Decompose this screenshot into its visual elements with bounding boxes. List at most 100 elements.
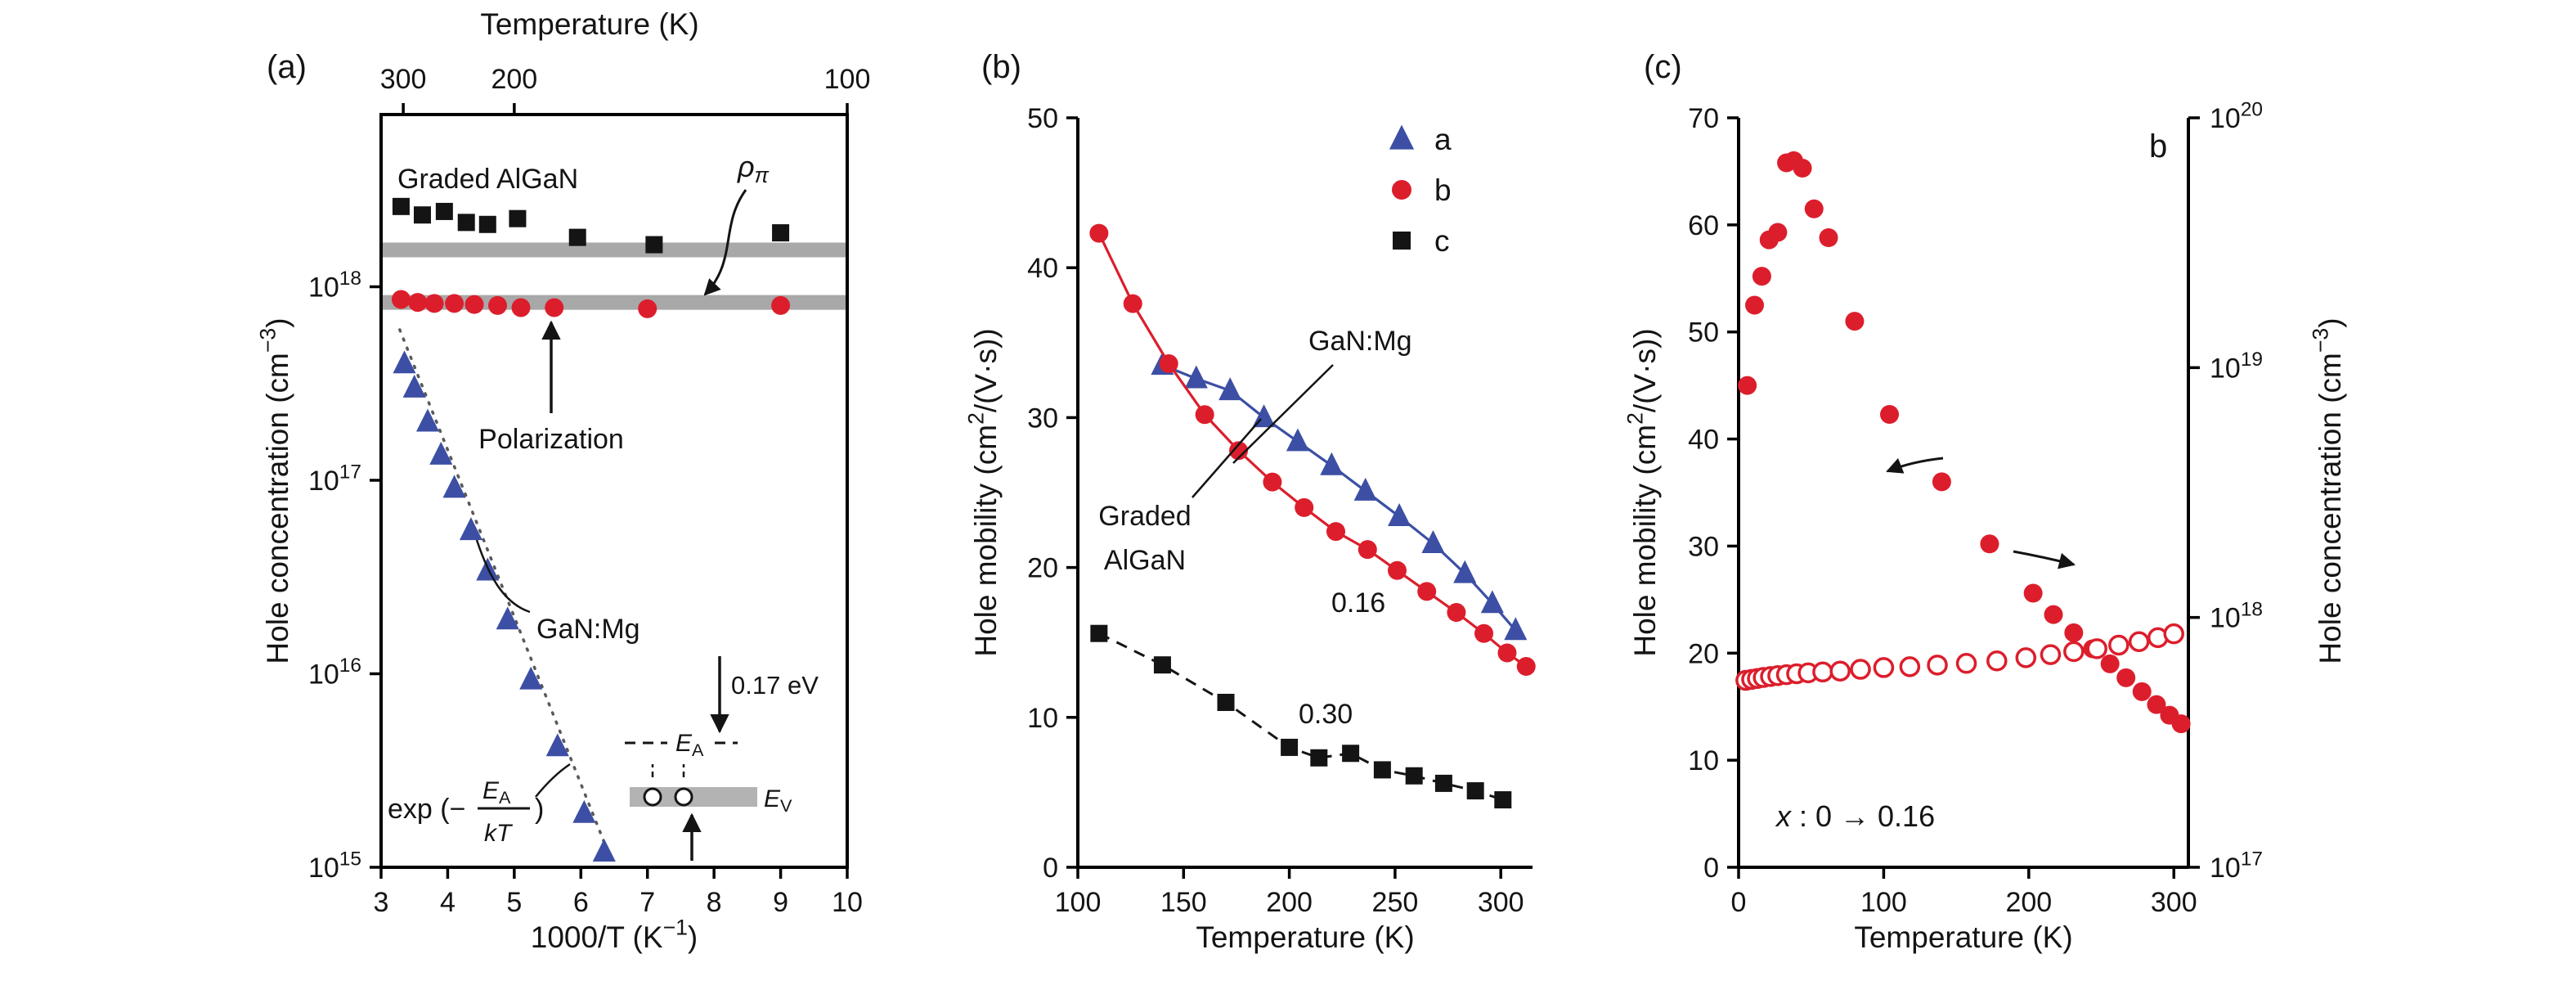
legend-label-c: c <box>1434 224 1450 258</box>
point-circle-open <box>2015 647 2037 668</box>
panel-a-plot: 3 4 5 6 7 8 9 10 300 200 100 1015 1016 1017 1018 1000/T… <box>255 64 870 954</box>
point-circle <box>2044 605 2063 624</box>
point-triangle <box>1286 428 1309 452</box>
point-square <box>413 206 431 224</box>
point-square <box>1405 767 1423 785</box>
point-triangle <box>1320 452 1344 475</box>
point-triangle <box>1388 503 1411 527</box>
point-circle <box>2116 668 2136 687</box>
point-circle-open <box>1899 656 1921 677</box>
point-circle <box>2147 695 2166 714</box>
polarization-label: Polarization <box>478 424 624 455</box>
point-square <box>1153 656 1171 674</box>
x-tick-label: 0 <box>1731 887 1747 918</box>
rho-pi-arrow <box>703 189 747 296</box>
point-circle <box>445 294 464 313</box>
concentration-axis-arrow <box>2013 550 2076 569</box>
point-circle <box>464 295 484 314</box>
point-circle <box>1738 376 1757 395</box>
point-circle-open <box>1955 653 1977 674</box>
panel-a-top-axis-title: Temperature (K) <box>480 7 698 41</box>
composition-label: x : 0 → 0.16 <box>1775 799 1935 833</box>
point-square <box>1494 791 1512 809</box>
graded-algan-leader <box>1192 418 1262 498</box>
right-tick-label: 1018 <box>2210 598 2263 633</box>
x-tick-label: 5 <box>506 887 522 918</box>
left-tick-label: 40 <box>1688 425 1719 456</box>
point-triangle <box>1389 124 1415 150</box>
polarization-band <box>381 242 847 258</box>
point-circle-open <box>1927 655 1948 676</box>
left-tick-label: 10 <box>1688 745 1719 776</box>
y-tick-label: 1018 <box>308 268 361 303</box>
y-tick-label: 1015 <box>308 848 361 884</box>
point-square <box>392 197 410 215</box>
point-square <box>1090 624 1108 642</box>
point-circle-open <box>1812 661 1833 683</box>
point-circle-open <box>1873 657 1895 678</box>
point-circle <box>2064 623 2084 642</box>
panel-c-x-axis-title: Temperature (K) <box>1854 920 2072 954</box>
y-tick-label: 0 <box>1043 853 1058 884</box>
point-square <box>645 236 663 254</box>
acceptor-level-label: EA <box>675 730 704 760</box>
point-circle-open <box>2163 623 2185 645</box>
composition-016-label: 0.16 <box>1331 587 1385 619</box>
point-square <box>509 209 527 227</box>
point-triangle <box>415 408 440 432</box>
point-triangle <box>1353 477 1377 501</box>
hole-circle <box>643 787 662 807</box>
gan-mg-leader <box>1232 364 1334 464</box>
point-circle <box>1752 267 1771 286</box>
point-circle <box>1295 497 1314 517</box>
y-tick-label: 30 <box>1027 403 1058 434</box>
point-circle-open <box>1986 650 2008 672</box>
point-circle <box>771 295 791 315</box>
point-circle <box>511 298 531 317</box>
point-triangle <box>442 475 466 498</box>
panel-a-label: (a) <box>267 49 307 85</box>
point-circle <box>1123 294 1142 313</box>
point-circle <box>1745 295 1765 315</box>
point-triangle <box>393 350 416 374</box>
point-triangle <box>429 441 453 465</box>
point-circle <box>2132 682 2152 701</box>
left-tick-label: 50 <box>1688 317 1719 349</box>
point-circle <box>1880 404 1900 424</box>
point-triangle <box>496 606 519 630</box>
point-circle-open <box>2086 638 2107 659</box>
point-circle <box>1980 534 1999 554</box>
graded-algan-label-line2: AlGaN <box>1104 545 1186 576</box>
point-square <box>435 202 453 220</box>
y-tick-label: 40 <box>1027 253 1058 284</box>
panel-c: 0 100 200 300010203040506070101710181019102… <box>1622 49 2347 954</box>
x-tick-label: 300 <box>1478 887 1524 918</box>
series-circle <box>1089 223 1536 677</box>
left-tick-label: 70 <box>1688 103 1719 134</box>
panel-c-corner-label: b <box>2149 128 2167 164</box>
left-tick-label: 30 <box>1688 531 1719 562</box>
point-square <box>772 224 790 242</box>
right-tick-label: 1017 <box>2210 848 2263 884</box>
panel-b-plot: 100 150 200 250 300 0 10 20 30 40 50 abc Hole mobili… <box>963 103 1536 918</box>
point-circle <box>1326 522 1345 542</box>
point-circle-open <box>1829 660 1851 682</box>
point-circle <box>408 293 428 313</box>
point-circle <box>1932 472 1951 492</box>
panel-b-x-axis-title: Temperature (K) <box>1196 920 1414 954</box>
top-tick-label: 200 <box>491 64 537 95</box>
right-tick-label: 1019 <box>2210 349 2263 384</box>
x-tick-label: 150 <box>1160 887 1207 918</box>
point-triangle <box>1421 530 1445 553</box>
series-concentration <box>1735 623 2185 691</box>
point-circle <box>424 294 444 313</box>
exp-denominator: kT <box>484 820 514 847</box>
x-tick-label: 250 <box>1372 887 1419 918</box>
point-circle <box>2171 714 2191 734</box>
point-square <box>457 214 475 232</box>
gan-mg-label: GaN:Mg <box>536 614 640 645</box>
gan-mg-leader <box>475 539 531 614</box>
point-circle <box>1195 405 1214 425</box>
exp-fit-line <box>398 328 616 869</box>
